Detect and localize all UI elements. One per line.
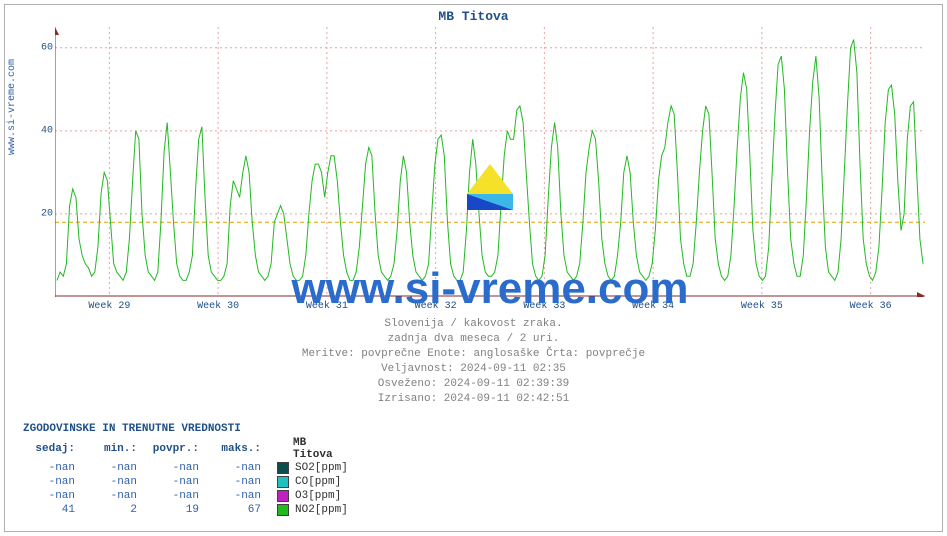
table-cell: -nan <box>23 475 85 489</box>
table-row: -nan-nan-nan-nanCO[ppm] <box>23 475 349 489</box>
x-tick: Week 35 <box>741 301 783 312</box>
chart-frame: www.si-vreme.com MB Titova 20 40 60 Week 2… <box>4 4 943 532</box>
legend-swatch <box>277 476 289 488</box>
table-row: 4121967 NO2[ppm] <box>23 503 349 517</box>
y-tick-labels: 20 40 60 <box>31 27 53 297</box>
table-cell: -nan <box>85 489 147 503</box>
plot-svg <box>55 27 925 297</box>
x-tick: Week 34 <box>632 301 674 312</box>
table-swatch-cell <box>271 489 293 503</box>
meta-line: Izrisano: 2024-09-11 02:42:51 <box>5 392 942 407</box>
legend-swatch <box>277 490 289 502</box>
y-tick: 40 <box>41 125 53 136</box>
history-table-title: ZGODOVINSKE IN TRENUTNE VREDNOSTI <box>23 423 349 435</box>
meta-line: zadnja dva meseca / 2 uri. <box>5 332 942 347</box>
legend-swatch <box>277 504 289 516</box>
table-cell: -nan <box>147 461 209 475</box>
table-col-header: min.: <box>85 437 147 461</box>
meta-line: Slovenija / kakovost zraka. <box>5 317 942 332</box>
y-axis-site-label: www.si-vreme.com <box>7 59 18 155</box>
table-cell: -nan <box>209 475 271 489</box>
legend-swatch <box>277 462 289 474</box>
x-tick: Week 29 <box>88 301 130 312</box>
chart-title: MB Titova <box>5 9 942 24</box>
table-cell: 41 <box>23 503 85 517</box>
table-label-cell: NO2[ppm] <box>293 503 349 517</box>
x-tick: Week 36 <box>850 301 892 312</box>
table-row: -nan-nan-nan-nanO3[ppm] <box>23 489 349 503</box>
table-cell: -nan <box>147 489 209 503</box>
table-col-header: povpr.: <box>147 437 209 461</box>
table-row: -nan-nan-nan-nanSO2[ppm] <box>23 461 349 475</box>
table-cell: -nan <box>209 461 271 475</box>
table-swatch-cell <box>271 503 293 517</box>
meta-block: Slovenija / kakovost zraka.zadnja dva me… <box>5 317 942 407</box>
table-col-header: maks.: <box>209 437 271 461</box>
table-swatch-cell <box>271 461 293 475</box>
x-tick: Week 32 <box>415 301 457 312</box>
table-cell: -nan <box>23 461 85 475</box>
table-cell: -nan <box>85 475 147 489</box>
table-cell: -nan <box>85 461 147 475</box>
x-tick: Week 30 <box>197 301 239 312</box>
table-cell: -nan <box>23 489 85 503</box>
x-tick: Week 33 <box>523 301 565 312</box>
plot-area <box>55 27 925 297</box>
table-col-header: sedaj: <box>23 437 85 461</box>
meta-line: Osveženo: 2024-09-11 02:39:39 <box>5 377 942 392</box>
table-label-cell: SO2[ppm] <box>293 461 349 475</box>
table-cell: 67 <box>209 503 271 517</box>
table-cell: -nan <box>147 475 209 489</box>
table-cell: 19 <box>147 503 209 517</box>
table-cell: -nan <box>209 489 271 503</box>
y-tick: 20 <box>41 208 53 219</box>
history-table: sedaj:min.:povpr.:maks.:MB Titova-nan-na… <box>23 437 349 517</box>
table-measure-header: MB Titova <box>271 437 349 461</box>
history-table-area: ZGODOVINSKE IN TRENUTNE VREDNOSTI sedaj:… <box>23 423 349 517</box>
table-cell: 2 <box>85 503 147 517</box>
table-swatch-cell <box>271 475 293 489</box>
x-tick: Week 31 <box>306 301 348 312</box>
y-tick: 60 <box>41 42 53 53</box>
meta-line: Veljavnost: 2024-09-11 02:35 <box>5 362 942 377</box>
table-label-cell: CO[ppm] <box>293 475 349 489</box>
x-tick-labels: Week 29 Week 30 Week 31 Week 32 Week 33 Week … <box>55 301 925 315</box>
table-label-cell: O3[ppm] <box>293 489 349 503</box>
meta-line: Meritve: povprečne Enote: anglosaške Črt… <box>5 347 942 362</box>
site-link-text: www.si-vreme.com <box>7 59 18 155</box>
